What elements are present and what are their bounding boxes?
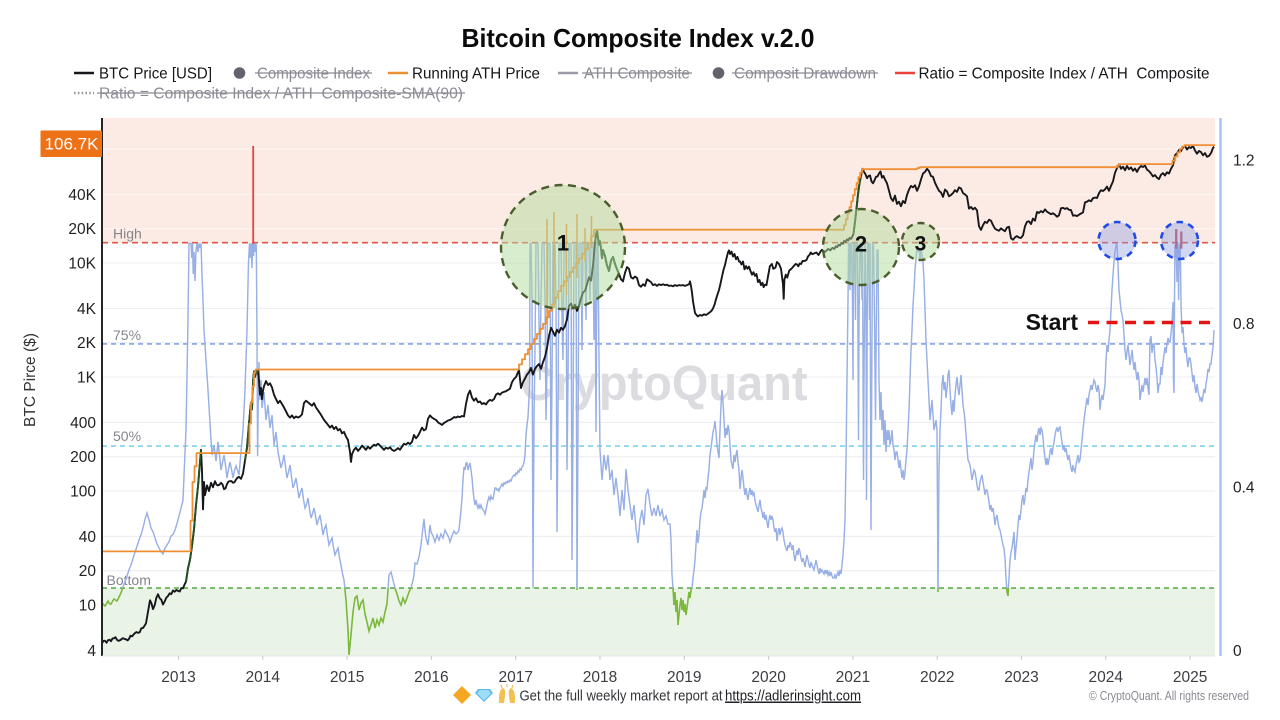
svg-text:CryptoQuant: CryptoQuant [521, 357, 808, 411]
svg-text:4K: 4K [77, 301, 97, 318]
svg-text:400: 400 [70, 415, 96, 432]
svg-text:ATH Composite: ATH Composite [584, 66, 690, 83]
svg-text:200: 200 [70, 449, 96, 466]
svg-text:2K: 2K [77, 335, 97, 352]
svg-text:2025: 2025 [1173, 669, 1207, 686]
svg-text:2015: 2015 [330, 669, 364, 686]
svg-text:2022: 2022 [920, 669, 954, 686]
svg-text:2013: 2013 [161, 669, 195, 686]
svg-text:Ratio = Composite Index / ATH: Ratio = Composite Index / ATH Composite [919, 66, 1210, 83]
svg-text:10: 10 [79, 598, 97, 615]
svg-text:2018: 2018 [583, 669, 617, 686]
svg-text:20: 20 [79, 563, 97, 580]
svg-text:2016: 2016 [414, 669, 448, 686]
svg-text:Running ATH Price: Running ATH Price [412, 66, 540, 83]
svg-text:2021: 2021 [836, 669, 870, 686]
svg-text:50%: 50% [113, 428, 141, 444]
svg-text:Bitcoin Composite Index v.2.0: Bitcoin Composite Index v.2.0 [462, 23, 815, 53]
svg-text:BTC Price [USD]: BTC Price [USD] [99, 66, 212, 83]
svg-text:20K: 20K [68, 221, 96, 238]
svg-text:1.2: 1.2 [1233, 153, 1255, 170]
svg-text:1: 1 [557, 231, 569, 256]
svg-text:Start: Start [1026, 309, 1079, 335]
svg-text:0.4: 0.4 [1233, 480, 1255, 497]
svg-text:40K: 40K [68, 187, 96, 204]
svg-text:Ratio = Composite Index / ATH: Ratio = Composite Index / ATH Composite-… [99, 86, 463, 103]
svg-text:3: 3 [915, 233, 927, 256]
svg-text:2014: 2014 [246, 669, 281, 686]
svg-text:2024: 2024 [1089, 669, 1124, 686]
svg-text:2: 2 [855, 232, 867, 257]
svg-text:4: 4 [87, 643, 96, 660]
svg-text:Composite Index: Composite Index [257, 66, 370, 83]
svg-text:106.7K: 106.7K [45, 135, 100, 154]
svg-text:Bottom: Bottom [107, 572, 151, 588]
svg-text:2019: 2019 [667, 669, 701, 686]
svg-text:0: 0 [1233, 643, 1242, 660]
svg-text:Get the full weekly market rep: Get the full weekly market report at [520, 688, 724, 705]
svg-text:© CryptoQuant. All rights rese: © CryptoQuant. All rights reserved [1089, 689, 1249, 703]
svg-text:Composit Drawdown: Composit Drawdown [734, 66, 876, 83]
svg-text:2020: 2020 [751, 669, 786, 686]
svg-text:BTC Pirce ($): BTC Pirce ($) [22, 333, 39, 427]
svg-text:1K: 1K [77, 370, 97, 387]
svg-text:0.8: 0.8 [1233, 316, 1255, 333]
svg-text:https://adlerinsight.com: https://adlerinsight.com [725, 688, 861, 705]
svg-text:2017: 2017 [498, 669, 532, 686]
svg-text:2023: 2023 [1004, 669, 1038, 686]
svg-text:10K: 10K [68, 256, 96, 273]
svg-text:40: 40 [79, 529, 97, 546]
svg-text:High: High [113, 226, 142, 242]
svg-text:75%: 75% [113, 327, 141, 343]
svg-text:100: 100 [70, 484, 96, 501]
